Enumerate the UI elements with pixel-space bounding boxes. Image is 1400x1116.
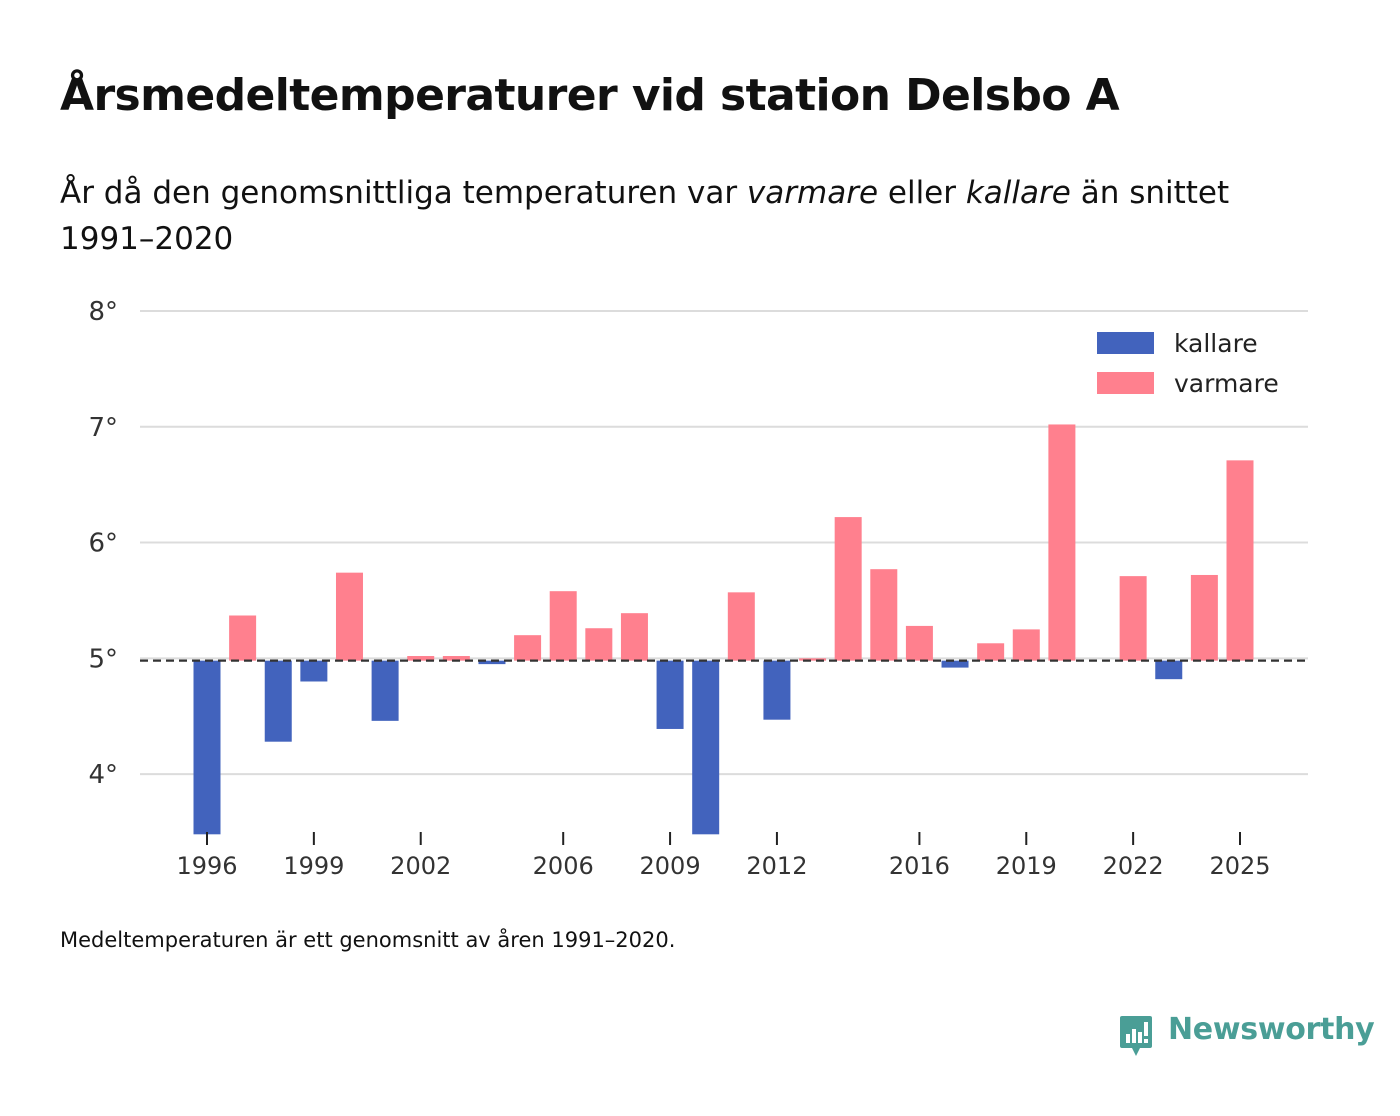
bar-chart: 4° 5° 6° 7° 8° 1996 1999 2002 2006 2009 2012 2016 20… — [88, 297, 1308, 880]
bar-warmer-2000 — [335, 572, 363, 661]
bar-warmer-2013 — [799, 658, 827, 661]
bar-warmer-2002 — [407, 656, 435, 661]
x-tick-label: 2019 — [996, 852, 1057, 880]
bar-colder-1999 — [300, 660, 328, 682]
y-tick-label: 4° — [88, 760, 118, 790]
bar-warmer-2005 — [514, 635, 542, 661]
footnote: Medeltemperaturen är ett genomsnitt av å… — [60, 928, 676, 952]
bar-warmer-2008 — [620, 613, 648, 661]
bar-warmer-2024 — [1190, 574, 1218, 661]
x-tick-label: 2002 — [390, 852, 451, 880]
bar-warmer-2020 — [1048, 424, 1076, 661]
x-tick-label: 1999 — [283, 852, 344, 880]
y-tick-label: 7° — [88, 413, 118, 443]
bar-warmer-2025 — [1226, 460, 1254, 661]
bar-warmer-2018 — [977, 643, 1005, 661]
bar-colder-2001 — [371, 660, 399, 721]
bar-colder-2004 — [478, 660, 506, 665]
subtitle-emphasis-colder: kallare — [965, 175, 1071, 211]
newsworthy-logo-icon — [1120, 1016, 1152, 1056]
x-tick-label: 2009 — [640, 852, 701, 880]
bar-warmer-2015 — [870, 569, 898, 661]
x-tick-label: 1996 — [176, 852, 237, 880]
bar-warmer-2014 — [834, 517, 862, 661]
y-tick-label: 8° — [88, 297, 118, 327]
x-tick-label: 2016 — [889, 852, 950, 880]
legend-swatch-varmare — [1097, 372, 1154, 394]
bar-warmer-2003 — [442, 656, 470, 661]
bar-colder-2017 — [941, 660, 969, 668]
x-tick-label: 2025 — [1209, 852, 1270, 880]
legend-swatch-kallare — [1097, 332, 1154, 354]
bar-colder-2012 — [763, 660, 791, 720]
subtitle-text: År då den genomsnittliga temperaturen va… — [60, 175, 747, 211]
subtitle-emphasis-warmer: varmare — [746, 175, 879, 211]
bar-colder-1996 — [193, 660, 221, 835]
bar-colder-2009 — [656, 660, 684, 729]
chart-title: Årsmedeltemperaturer vid station Delsbo … — [60, 70, 1120, 121]
bar-warmer-2007 — [585, 628, 613, 661]
bar-colder-1998 — [264, 660, 292, 742]
subtitle-text: än snittet 1991–2020 — [60, 175, 1230, 257]
legend-label-varmare: varmare — [1174, 369, 1279, 398]
y-tick-label: 5° — [88, 644, 118, 674]
chart-subtitle: År då den genomsnittliga temperaturen va… — [60, 170, 1320, 262]
bar-colder-2010 — [692, 660, 720, 835]
bar-colder-2023 — [1155, 660, 1183, 680]
brand-logo: Newsworthy — [1118, 1010, 1375, 1060]
x-tick-label: 2022 — [1103, 852, 1164, 880]
legend-label-kallare: kallare — [1174, 329, 1258, 358]
bar-warmer-2011 — [727, 592, 755, 661]
bar-warmer-2016 — [905, 625, 933, 661]
bar-warmer-2019 — [1012, 629, 1040, 661]
y-tick-label: 6° — [88, 529, 118, 559]
brand-name: Newsworthy — [1168, 1012, 1375, 1047]
bar-warmer-1997 — [229, 615, 257, 661]
x-tick-label: 2006 — [533, 852, 594, 880]
bar-warmer-2006 — [549, 591, 577, 661]
bar-warmer-2022 — [1119, 576, 1147, 661]
x-tick-label: 2012 — [746, 852, 807, 880]
subtitle-text: eller — [878, 175, 966, 211]
